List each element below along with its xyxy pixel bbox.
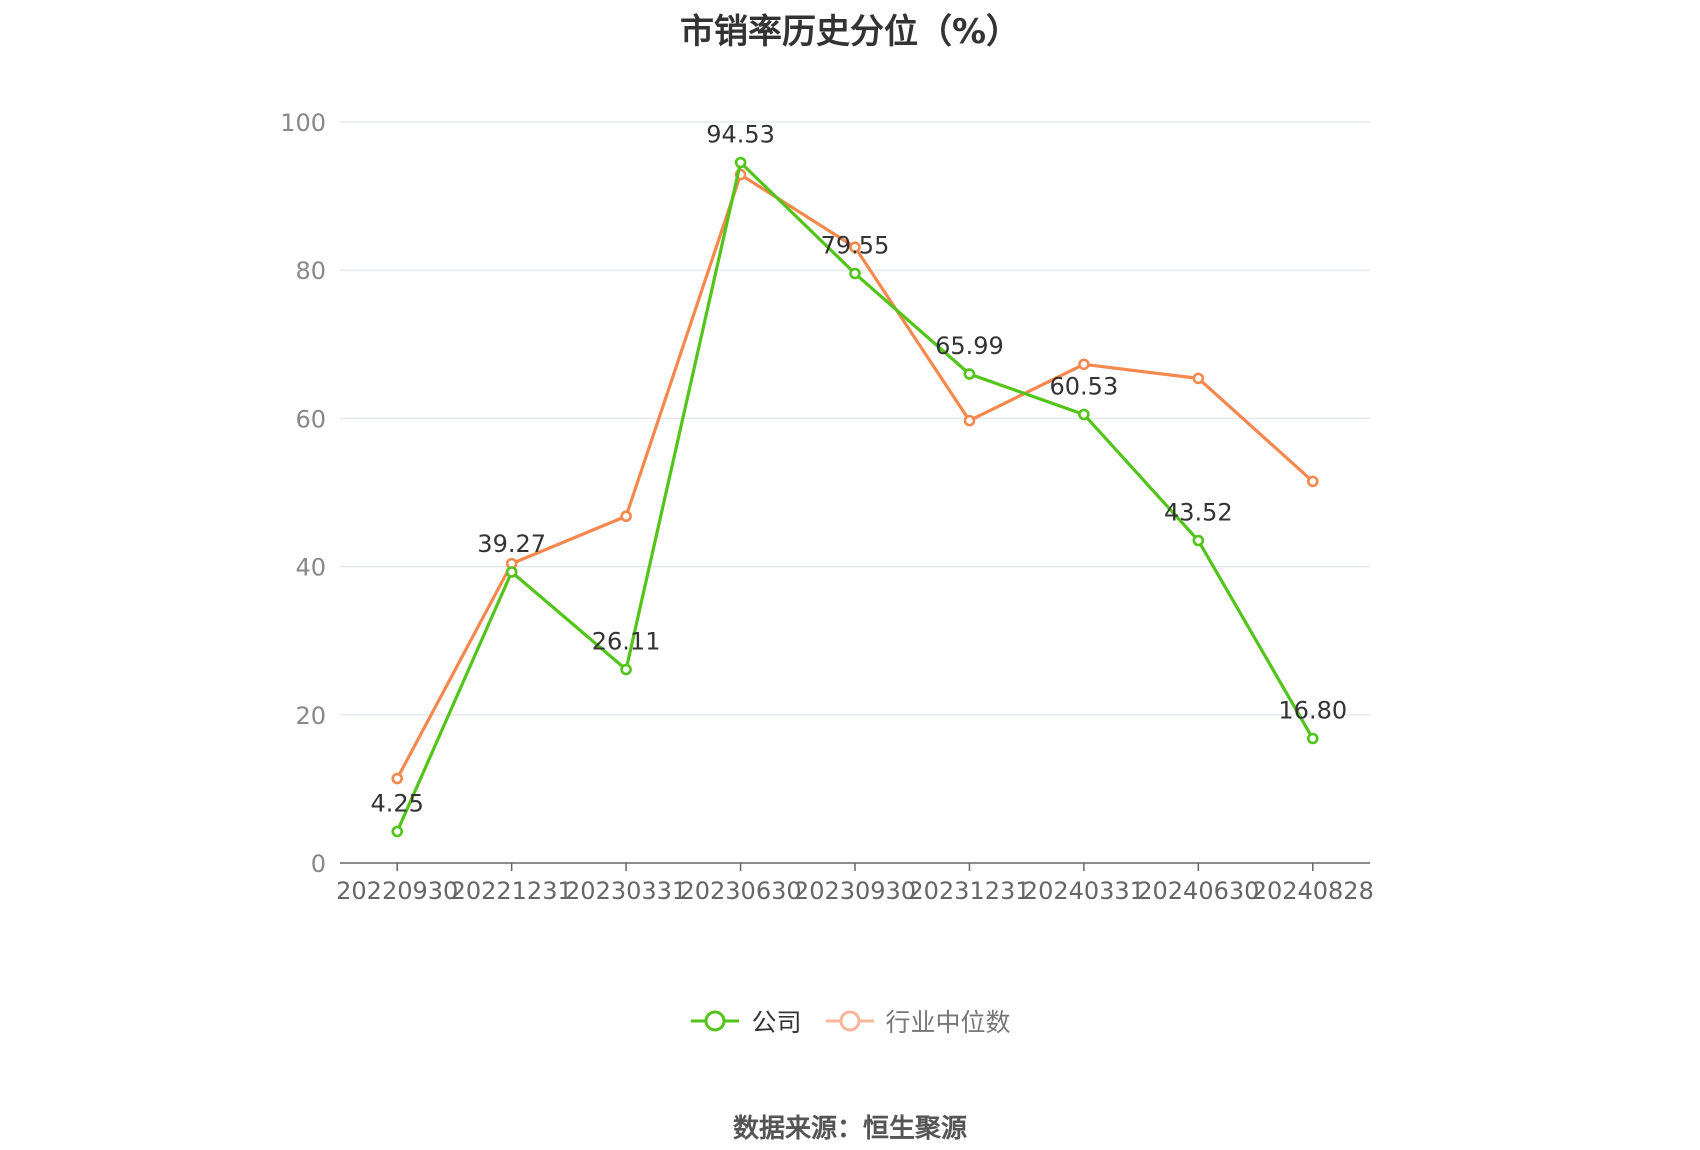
y-tick-label: 60 — [295, 405, 326, 433]
industry-data-point[interactable] — [1306, 475, 1319, 488]
legend-industry-marker-icon — [825, 1010, 874, 1032]
company-data-point[interactable] — [1078, 408, 1090, 421]
industry-series-line — [395, 173, 1314, 780]
x-tick-label: 20220930 — [336, 877, 458, 905]
data-source-note: 数据来源：恒生聚源 — [732, 1114, 967, 1144]
company-data-point[interactable] — [849, 267, 861, 280]
company-data-point[interactable] — [963, 368, 976, 380]
company-data-label: 26.11 — [592, 628, 661, 656]
industry-data-point[interactable] — [1078, 358, 1090, 371]
x-tick-label: 20230630 — [679, 877, 801, 905]
x-tick-label: 20230331 — [565, 877, 687, 905]
company-data-label: 94.53 — [706, 121, 775, 149]
industry-data-point[interactable] — [620, 510, 632, 523]
company-data-label: 79.55 — [821, 232, 890, 260]
company-data-label: 60.53 — [1050, 372, 1119, 400]
company-data-label: 65.99 — [935, 332, 1004, 360]
x-tick-label: 20240331 — [1023, 877, 1145, 905]
y-tick-label: 40 — [295, 554, 326, 582]
x-tick-label: 20240630 — [1137, 877, 1259, 905]
company-data-point[interactable] — [505, 566, 518, 578]
x-tick-label: 20231231 — [908, 877, 1030, 905]
y-tick-label: 20 — [295, 702, 326, 730]
company-data-label: 16.80 — [1278, 697, 1347, 725]
x-tick-label: 20230930 — [794, 877, 916, 905]
company-data-label: 39.27 — [477, 530, 546, 558]
legend-label-industry: 行业中位数 — [885, 1008, 1011, 1037]
industry-data-point[interactable] — [391, 772, 404, 785]
chart-title: 市销率历史分位（%） — [679, 12, 1021, 52]
company-data-point[interactable] — [1306, 732, 1319, 745]
y-tick-label: 0 — [311, 850, 326, 878]
company-data-point[interactable] — [734, 156, 747, 169]
x-tick-label: 20221231 — [451, 877, 573, 905]
company-series-line — [395, 160, 1315, 833]
industry-data-point[interactable] — [1192, 372, 1205, 385]
company-data-label: 4.25 — [371, 790, 424, 818]
company-data-point[interactable] — [620, 663, 632, 676]
legend-company-marker-icon — [691, 1010, 740, 1032]
y-tick-label: 80 — [295, 257, 326, 285]
legend-item-company[interactable]: 公司 — [689, 1003, 802, 1039]
legend-label-company: 公司 — [751, 1008, 802, 1037]
y-tick-label: 100 — [280, 109, 326, 137]
company-data-point[interactable] — [391, 825, 404, 838]
company-data-point[interactable] — [1192, 534, 1205, 547]
chart-legend: 公司 行业中位数 — [0, 1003, 1700, 1039]
industry-data-point[interactable] — [849, 241, 861, 254]
x-tick-label: 20240828 — [1252, 877, 1374, 905]
industry-data-point[interactable] — [963, 414, 976, 427]
company-data-label: 43.52 — [1164, 499, 1233, 527]
legend-item-industry[interactable]: 行业中位数 — [824, 1003, 1011, 1039]
